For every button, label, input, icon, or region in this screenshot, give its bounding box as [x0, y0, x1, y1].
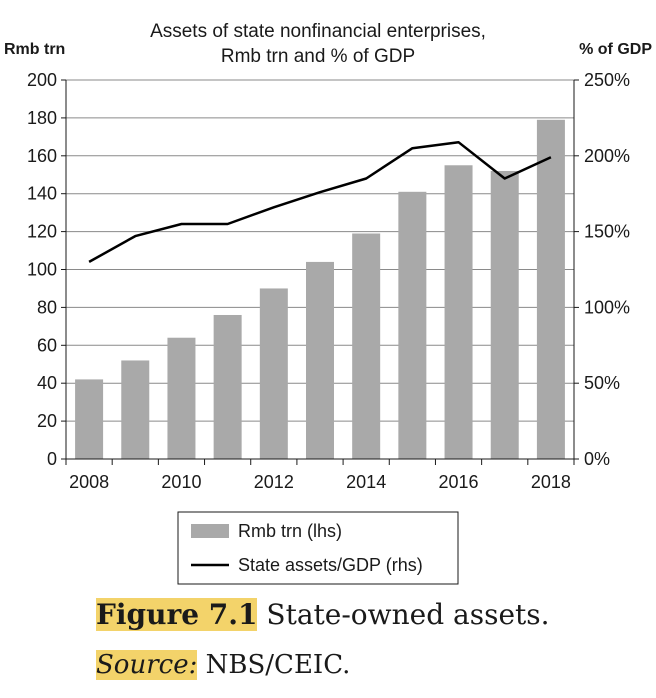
line-series — [88, 140, 552, 263]
figure-label: Figure 7.1 — [96, 598, 258, 631]
x-tick-label: 2018 — [531, 472, 571, 492]
bar — [444, 165, 473, 459]
left-tick-label: 40 — [37, 373, 57, 393]
bar — [75, 379, 104, 459]
legend-bar-swatch — [191, 524, 229, 538]
x-tick-labels: 2008 2010 2012 2014 2016 2018 — [69, 472, 571, 492]
legend-line-label: State assets/GDP (rhs) — [238, 555, 423, 575]
legend: Rmb trn (lhs) State assets/GDP (rhs) — [177, 511, 459, 585]
bar — [352, 233, 381, 459]
chart: Assets of state nonfinancial enterprises… — [4, 21, 652, 585]
left-tick-label: 80 — [37, 297, 57, 317]
figure-text: State-owned assets. — [257, 598, 550, 631]
left-tick-label: 20 — [37, 411, 57, 431]
left-tick-label: 100 — [27, 260, 57, 280]
right-tick-label: 150% — [584, 222, 630, 242]
x-tick-label: 2014 — [346, 472, 386, 492]
left-tick-label: 120 — [27, 222, 57, 242]
bar — [398, 191, 427, 459]
right-axis-label: % of GDP — [579, 41, 652, 58]
x-tick-label: 2008 — [69, 472, 109, 492]
bar — [536, 119, 565, 460]
bar — [167, 337, 196, 459]
right-tick-label: 250% — [584, 70, 630, 90]
axes — [61, 79, 579, 465]
source-line: Source: NBS/CEIC. — [96, 650, 350, 680]
bar — [121, 360, 150, 459]
source-label: Source: — [96, 650, 198, 680]
x-tick-label: 2012 — [254, 472, 294, 492]
left-tick-label: 60 — [37, 335, 57, 355]
x-tick-label: 2010 — [161, 472, 201, 492]
left-tick-label: 200 — [27, 70, 57, 90]
right-tick-label: 50% — [584, 373, 620, 393]
right-tick-label: 100% — [584, 297, 630, 317]
left-tick-label: 140 — [27, 184, 57, 204]
left-tick-label: 0 — [47, 449, 57, 469]
left-tick-label: 160 — [27, 146, 57, 166]
bar-series — [75, 119, 565, 460]
x-tick-label: 2016 — [439, 472, 479, 492]
chart-title: Assets of state nonfinancial enterprises… — [150, 21, 486, 42]
left-tick-labels: 0 20 40 60 80 100 120 140 160 180 200 — [27, 70, 57, 469]
right-tick-label: 200% — [584, 146, 630, 166]
chart-subtitle: Rmb trn and % of GDP — [221, 46, 415, 67]
right-tick-label: 0% — [584, 449, 610, 469]
left-axis-label: Rmb trn — [4, 41, 65, 58]
figure-caption: Figure 7.1 State-owned assets. — [96, 598, 550, 631]
bar — [213, 314, 242, 459]
bar — [490, 170, 519, 459]
legend-bar-label: Rmb trn (lhs) — [238, 521, 342, 541]
bar — [259, 288, 288, 459]
state-assets-gdp-line — [88, 140, 552, 263]
bar — [306, 261, 334, 459]
right-tick-labels: 0% 50% 100% 150% 200% 250% — [584, 70, 630, 469]
source-text: NBS/CEIC. — [197, 650, 351, 680]
left-tick-label: 180 — [27, 108, 57, 128]
